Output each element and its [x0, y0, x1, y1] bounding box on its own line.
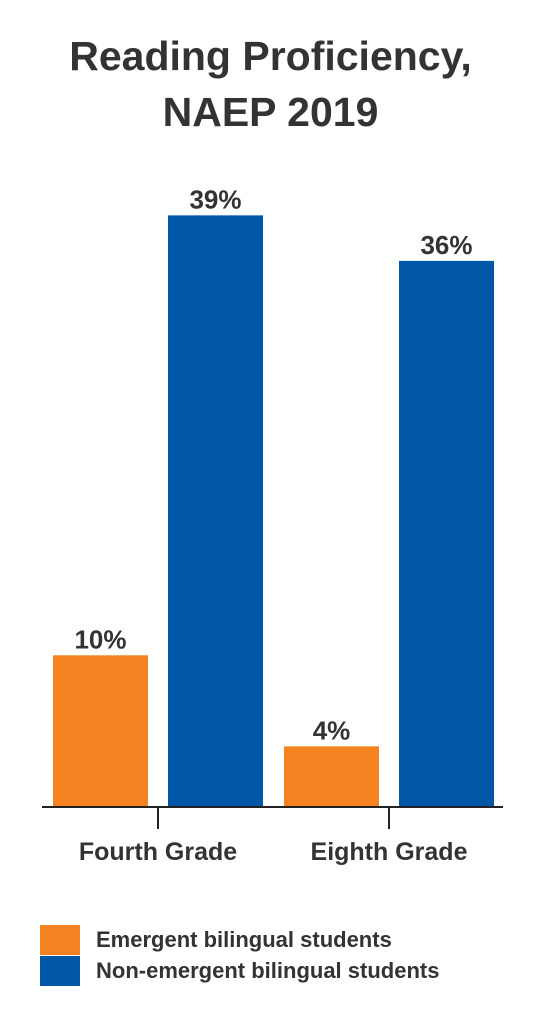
legend-item-non-emergent: Non-emergent bilingual students	[40, 956, 439, 986]
legend-item-emergent: Emergent bilingual students	[40, 925, 439, 955]
chart-subtitle: NAEP 2019	[162, 89, 379, 135]
bar-chart: 10% 39% Fourth Grade 4% 36% Eighth Grade	[42, 184, 503, 866]
data-label-eighth-grade-emergent: 4%	[313, 715, 351, 745]
data-label-eighth-grade-non-emergent: 36%	[420, 230, 472, 260]
legend-swatch-emergent	[40, 925, 80, 955]
category-label-eighth-grade: Eighth Grade	[311, 838, 468, 866]
legend-swatch-non-emergent	[40, 956, 80, 986]
bar-fourth-grade-emergent	[53, 655, 148, 807]
bar-eighth-grade-emergent	[284, 746, 379, 807]
legend: Emergent bilingual students Non-emergent…	[40, 925, 439, 987]
bar-eighth-grade-non-emergent	[399, 260, 494, 807]
data-label-fourth-grade-emergent: 10%	[74, 624, 126, 654]
chart-title: Reading Proficiency, NAEP 2019	[0, 28, 541, 140]
data-label-fourth-grade-non-emergent: 39%	[189, 184, 241, 214]
legend-label-non-emergent: Non-emergent bilingual students	[96, 958, 440, 983]
category-label-fourth-grade: Fourth Grade	[79, 838, 237, 866]
bar-fourth-grade-non-emergent	[168, 215, 263, 807]
chart-title-line1: Reading Proficiency,	[69, 33, 472, 79]
legend-label-emergent: Emergent bilingual students	[96, 927, 392, 952]
